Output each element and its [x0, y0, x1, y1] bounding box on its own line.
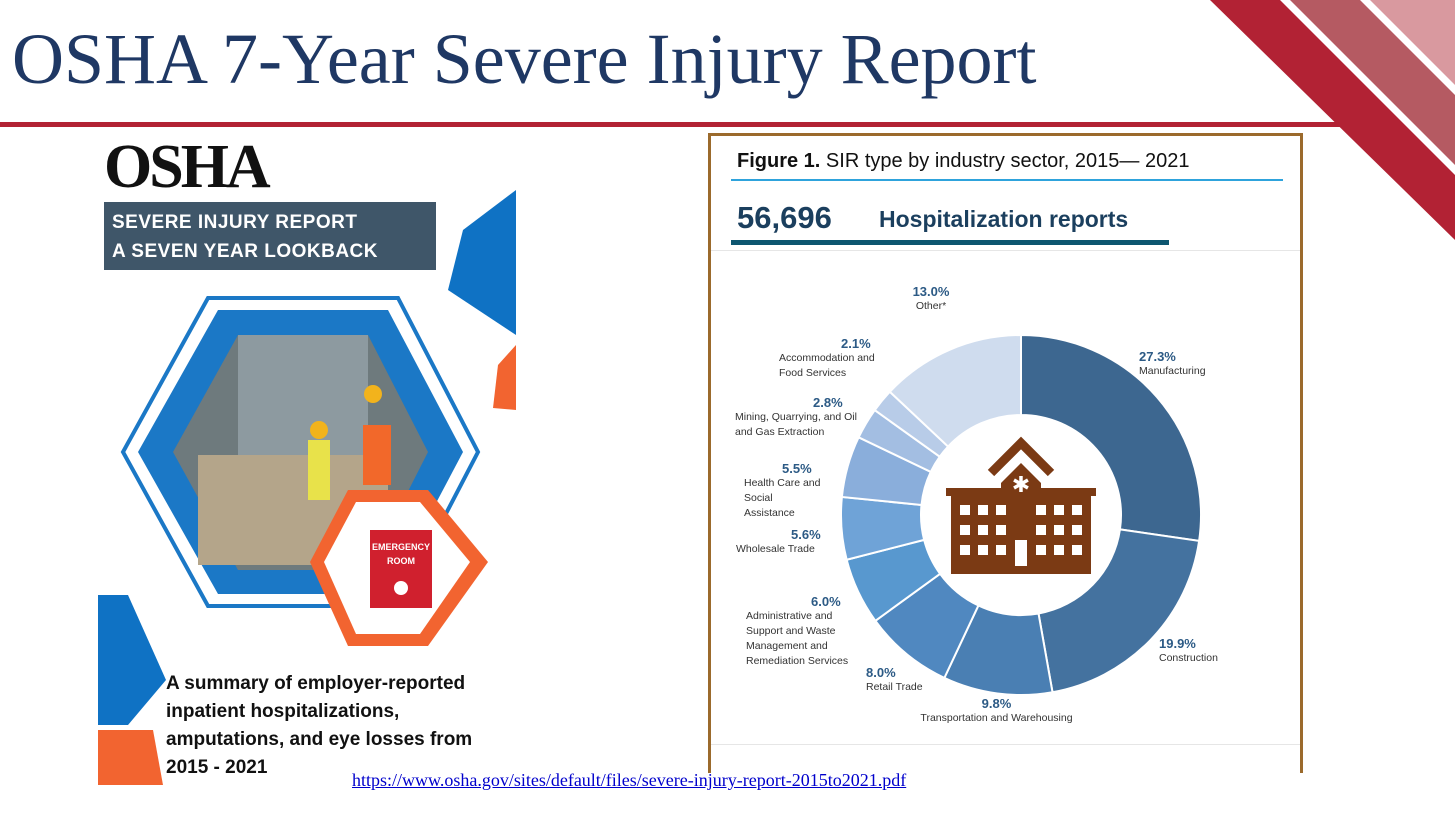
slide-title: OSHA 7-Year Severe Injury Report: [12, 19, 1037, 99]
banner-line-2: A SEVEN YEAR LOOKBACK: [112, 241, 378, 262]
category-label: Health Care and Social Assistance: [744, 477, 821, 519]
svg-text:✱: ✱: [1012, 473, 1030, 498]
divider: [711, 250, 1300, 251]
total-count: 56,696: [737, 200, 832, 235]
total-label: Hospitalization reports: [879, 206, 1129, 232]
summary-line: 2015 - 2021: [166, 757, 268, 778]
slice-label-construction: 19.9% Construction: [1159, 636, 1218, 666]
donut-slice-0: [1020, 333, 1202, 543]
slice-label-administrative: 6.0% Administrative and Support and Waste…: [746, 594, 861, 669]
data-label: 27.3%: [1139, 349, 1176, 364]
figure-caption: SIR type by industry sector, 2015— 2021: [825, 150, 1190, 172]
slice-label-other: 13.0% Other*: [901, 284, 961, 314]
data-label: 19.9%: [1159, 636, 1196, 651]
category-label: Other*: [915, 300, 947, 312]
title-rule: [731, 179, 1283, 181]
cover-summary: A summary of employer-reported inpatient…: [166, 670, 472, 782]
donut-slice-1: [1037, 528, 1201, 694]
hospital-icon: ✱: [946, 436, 1096, 574]
slice-label-wholesale: 5.6% Wholesale Trade: [736, 527, 821, 557]
divider: [711, 744, 1300, 745]
cover-banner: SEVERE INJURY REPORT A SEVEN YEAR LOOKBA…: [104, 202, 436, 270]
category-label: Administrative and Support and Waste Man…: [746, 610, 849, 667]
summary-line: inpatient hospitalizations,: [166, 701, 400, 722]
donut-slice-9: [888, 333, 1022, 448]
sign-line-2: ROOM: [387, 556, 415, 566]
slice-label-mining: 2.8% Mining, Quarrying, and Oil and Gas E…: [735, 395, 860, 440]
count-rule: [731, 240, 1169, 245]
slice-label-health-care: 5.5% Health Care and Social Assistance: [744, 461, 824, 521]
category-label: Mining, Quarrying, and Oil and Gas Extra…: [735, 411, 857, 438]
corner-decoration: [1210, 0, 1455, 240]
slice-label-manufacturing: 27.3% Manufacturing: [1139, 349, 1206, 379]
title-divider: [0, 122, 1340, 127]
emergency-sign: EMERGENCY ROOM: [372, 540, 430, 568]
data-label: 5.6%: [791, 527, 821, 542]
figure-title: Figure 1. SIR type by industry sector, 2…: [737, 150, 1189, 173]
category-label: Accommodation and Food Services: [779, 352, 875, 379]
source-link[interactable]: https://www.osha.gov/sites/default/files…: [352, 770, 907, 790]
slice-label-retail: 8.0% Retail Trade: [866, 665, 923, 695]
data-label: 5.5%: [782, 461, 812, 476]
cover-graphics: [98, 190, 516, 785]
summary-line: A summary of employer-reported: [166, 673, 466, 694]
sign-line-1: EMERGENCY: [372, 542, 431, 552]
data-label: 13.0%: [912, 284, 950, 299]
summary-line: amputations, and eye losses from: [166, 729, 473, 750]
category-label: Retail Trade: [866, 681, 923, 693]
category-label: Transportation and Warehousing: [920, 712, 1073, 724]
category-label: Wholesale Trade: [736, 543, 815, 555]
osha-logo: OSHA: [104, 133, 271, 201]
category-label: Construction: [1159, 652, 1218, 664]
banner-line-1: SEVERE INJURY REPORT: [112, 212, 358, 233]
data-label: 2.8%: [813, 395, 843, 410]
donut-chart: [840, 333, 1202, 696]
figure-panel: Figure 1. SIR type by industry sector, 2…: [708, 133, 1303, 773]
report-cover: OSHA SEVERE INJURY REPORT A SEVEN YEAR L…: [98, 130, 516, 785]
slice-label-transportation: 9.8% Transportation and Warehousing: [909, 696, 1084, 726]
category-label: Manufacturing: [1139, 365, 1206, 377]
data-label: 9.8%: [981, 696, 1012, 711]
data-label: 6.0%: [811, 594, 841, 609]
data-label: 8.0%: [866, 665, 896, 680]
data-label: 2.1%: [841, 336, 871, 351]
figure-number: Figure 1.: [737, 150, 821, 172]
slice-label-accommodation: 2.1% Accommodation and Food Services: [779, 336, 879, 381]
